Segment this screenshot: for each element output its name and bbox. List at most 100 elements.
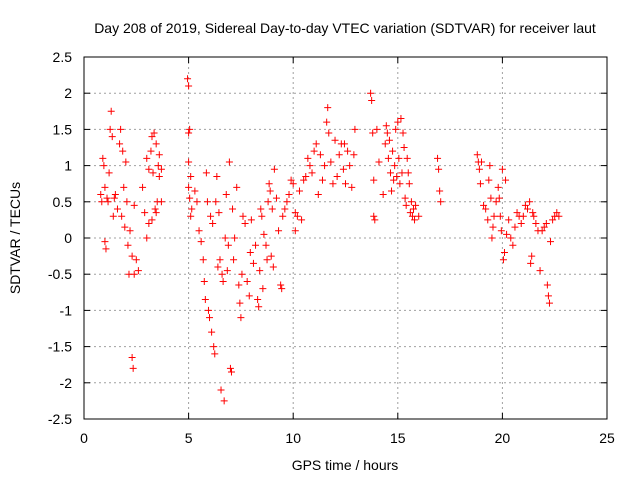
data-point	[502, 176, 510, 184]
data-point	[124, 241, 132, 249]
data-point	[216, 256, 224, 264]
data-point	[143, 154, 151, 162]
data-point	[269, 263, 277, 271]
data-point	[118, 212, 126, 220]
data-point	[314, 191, 322, 199]
data-point	[480, 201, 488, 209]
data-point	[149, 169, 157, 177]
data-point	[331, 136, 339, 144]
y-tick-label: -1	[60, 302, 73, 318]
grid	[84, 57, 607, 419]
x-tick-label: 0	[80, 430, 88, 446]
data-point	[370, 212, 378, 220]
data-point	[130, 201, 138, 209]
data-point	[394, 118, 402, 126]
data-point	[122, 158, 130, 166]
data-point	[145, 220, 153, 228]
data-point	[300, 176, 308, 184]
data-point	[209, 220, 217, 228]
data-point	[259, 285, 267, 293]
data-point	[302, 172, 310, 180]
data-point	[368, 96, 376, 104]
data-point	[128, 353, 136, 361]
data-point	[106, 125, 114, 133]
y-tick-label: 2.5	[53, 49, 73, 65]
data-point	[107, 107, 115, 115]
data-point	[267, 252, 275, 260]
data-point	[392, 125, 400, 133]
data-point	[555, 212, 563, 220]
data-point	[204, 306, 212, 314]
data-point	[185, 183, 193, 191]
data-point	[549, 216, 557, 224]
data-point	[369, 129, 377, 137]
data-point	[100, 162, 108, 170]
data-point	[298, 216, 306, 224]
data-point	[488, 234, 496, 242]
data-point	[202, 169, 210, 177]
data-point	[536, 267, 544, 275]
data-point	[113, 205, 121, 213]
data-point	[157, 198, 165, 206]
data-point	[351, 125, 359, 133]
data-point	[532, 220, 540, 228]
data-point	[495, 194, 503, 202]
data-point	[279, 212, 287, 220]
data-point	[484, 216, 492, 224]
data-point	[230, 256, 238, 264]
y-tick-label: 0	[64, 230, 72, 246]
x-axis-label: GPS time / hours	[292, 457, 399, 473]
data-point	[265, 180, 273, 188]
data-point	[379, 191, 387, 199]
data-point	[186, 125, 194, 133]
data-point	[316, 151, 324, 159]
data-point	[215, 209, 223, 217]
data-point	[412, 201, 420, 209]
data-point	[367, 89, 375, 97]
data-point	[200, 277, 208, 285]
data-point	[434, 154, 442, 162]
data-point	[278, 285, 286, 293]
data-point	[220, 397, 228, 405]
data-point	[148, 216, 156, 224]
y-tick-label: -0.5	[48, 266, 72, 282]
data-point	[396, 180, 404, 188]
data-point	[403, 154, 411, 162]
data-point	[287, 176, 295, 184]
data-point	[306, 162, 314, 170]
data-point	[187, 212, 195, 220]
data-point	[201, 296, 209, 304]
data-point	[241, 220, 249, 228]
data-point	[117, 125, 125, 133]
data-point	[485, 176, 493, 184]
data-point	[499, 256, 507, 264]
data-point	[530, 212, 538, 220]
data-point	[545, 299, 553, 307]
data-point	[310, 147, 318, 155]
data-point	[187, 172, 195, 180]
data-point	[386, 169, 394, 177]
data-point	[401, 194, 409, 202]
data-point	[155, 172, 163, 180]
data-point	[120, 183, 128, 191]
data-point	[275, 227, 283, 235]
data-point	[324, 104, 332, 112]
data-point	[505, 216, 513, 224]
data-point	[188, 205, 196, 213]
data-point	[490, 212, 498, 220]
data-point	[217, 386, 225, 394]
data-point	[208, 328, 216, 336]
data-point	[249, 259, 257, 267]
data-point	[340, 140, 348, 148]
data-point	[500, 248, 508, 256]
data-point	[350, 151, 358, 159]
data-point	[507, 234, 515, 242]
y-axis-label: SDTVAR / TECUs	[7, 182, 23, 294]
data-point	[321, 162, 329, 170]
data-point	[494, 183, 502, 191]
data-point	[252, 241, 260, 249]
data-point	[391, 162, 399, 170]
y-tick-label: 1.5	[53, 121, 73, 137]
data-point	[473, 151, 481, 159]
data-point	[318, 176, 326, 184]
